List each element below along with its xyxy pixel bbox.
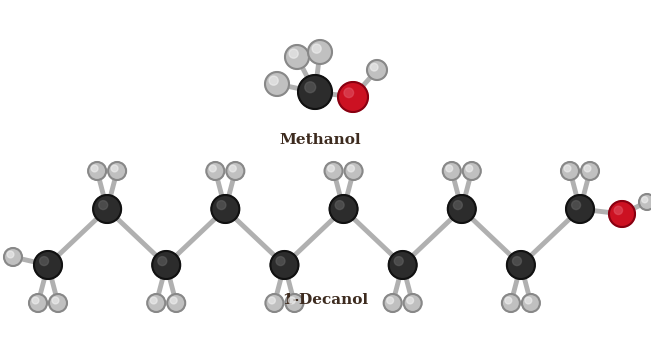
Circle shape — [387, 297, 394, 304]
Circle shape — [389, 251, 417, 279]
Circle shape — [614, 206, 622, 214]
Text: Methanol: Methanol — [279, 133, 361, 147]
Circle shape — [453, 201, 462, 209]
Circle shape — [327, 165, 335, 172]
Circle shape — [210, 165, 216, 172]
Circle shape — [443, 162, 461, 180]
Circle shape — [212, 195, 240, 223]
Circle shape — [91, 165, 98, 172]
Circle shape — [34, 251, 62, 279]
Circle shape — [407, 297, 413, 304]
Circle shape — [7, 251, 14, 258]
Circle shape — [566, 195, 594, 223]
Circle shape — [206, 162, 225, 180]
Circle shape — [639, 194, 651, 210]
Circle shape — [344, 88, 353, 98]
Circle shape — [147, 294, 165, 312]
Circle shape — [572, 201, 581, 209]
Circle shape — [642, 197, 648, 203]
Circle shape — [522, 294, 540, 312]
Circle shape — [370, 64, 378, 71]
Circle shape — [446, 165, 452, 172]
Circle shape — [609, 201, 635, 227]
Circle shape — [325, 162, 342, 180]
Circle shape — [227, 162, 244, 180]
Circle shape — [581, 162, 599, 180]
Text: 1-Decanol: 1-Decanol — [282, 293, 368, 307]
Circle shape — [270, 251, 298, 279]
Circle shape — [29, 294, 47, 312]
Circle shape — [288, 297, 296, 304]
Circle shape — [285, 294, 303, 312]
Circle shape — [298, 75, 332, 109]
Circle shape — [52, 297, 59, 304]
Circle shape — [285, 45, 309, 69]
Circle shape — [217, 201, 226, 209]
Circle shape — [40, 257, 49, 266]
Circle shape — [88, 162, 106, 180]
Circle shape — [525, 297, 532, 304]
Circle shape — [152, 251, 180, 279]
Circle shape — [32, 297, 39, 304]
Circle shape — [329, 195, 357, 223]
Circle shape — [335, 201, 344, 209]
Circle shape — [49, 294, 67, 312]
Circle shape — [463, 162, 481, 180]
Circle shape — [269, 76, 278, 85]
Circle shape — [108, 162, 126, 180]
Circle shape — [158, 257, 167, 266]
Circle shape — [4, 248, 22, 266]
Circle shape — [564, 165, 571, 172]
Circle shape — [265, 72, 289, 96]
Circle shape — [367, 60, 387, 80]
Circle shape — [507, 251, 535, 279]
Circle shape — [229, 165, 236, 172]
Circle shape — [268, 297, 275, 304]
Circle shape — [266, 294, 283, 312]
Circle shape — [512, 257, 521, 266]
Circle shape — [348, 165, 354, 172]
Circle shape — [505, 297, 512, 304]
Circle shape — [305, 82, 316, 93]
Circle shape — [171, 297, 177, 304]
Circle shape — [276, 257, 285, 266]
Circle shape — [448, 195, 476, 223]
Circle shape — [502, 294, 520, 312]
Circle shape — [466, 165, 473, 172]
Circle shape — [584, 165, 591, 172]
Circle shape — [150, 297, 157, 304]
Circle shape — [395, 257, 403, 266]
Circle shape — [289, 49, 298, 58]
Circle shape — [383, 294, 402, 312]
Circle shape — [344, 162, 363, 180]
Circle shape — [338, 82, 368, 112]
Circle shape — [312, 44, 321, 53]
Circle shape — [561, 162, 579, 180]
Circle shape — [167, 294, 186, 312]
Circle shape — [99, 201, 107, 209]
Circle shape — [111, 165, 118, 172]
Circle shape — [308, 40, 332, 64]
Circle shape — [404, 294, 422, 312]
Circle shape — [93, 195, 121, 223]
